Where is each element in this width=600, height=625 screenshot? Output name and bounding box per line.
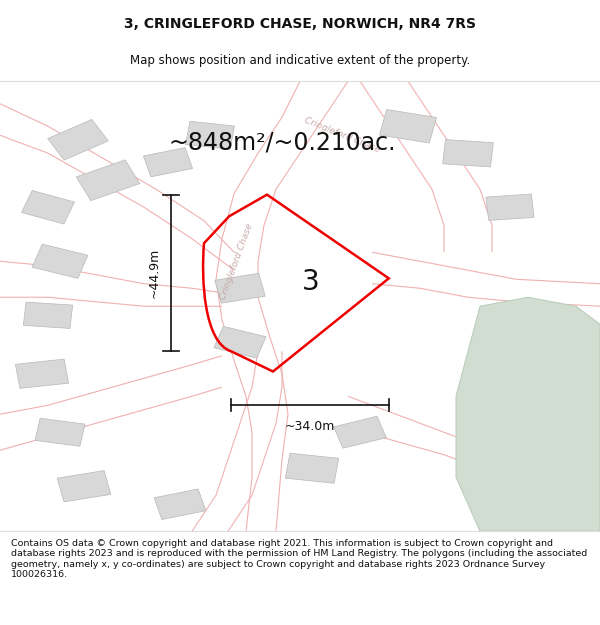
Text: ~848m²/~0.210ac.: ~848m²/~0.210ac. <box>168 130 396 154</box>
Polygon shape <box>286 453 338 483</box>
Polygon shape <box>23 302 73 328</box>
Polygon shape <box>16 359 68 388</box>
Polygon shape <box>47 119 109 160</box>
Text: Contains OS data © Crown copyright and database right 2021. This information is : Contains OS data © Crown copyright and d… <box>11 539 587 579</box>
Text: Map shows position and indicative extent of the property.: Map shows position and indicative extent… <box>130 54 470 68</box>
Polygon shape <box>215 273 265 303</box>
Text: ~34.0m: ~34.0m <box>285 421 335 433</box>
Polygon shape <box>22 191 74 224</box>
Text: Cringleford Chase: Cringleford Chase <box>303 116 381 154</box>
Polygon shape <box>76 160 140 201</box>
Polygon shape <box>334 416 386 448</box>
Polygon shape <box>143 148 193 177</box>
Polygon shape <box>57 471 111 502</box>
Text: ~44.9m: ~44.9m <box>148 248 161 298</box>
Text: 3: 3 <box>302 268 320 296</box>
Polygon shape <box>443 139 493 167</box>
Polygon shape <box>214 326 266 358</box>
Text: Cringleford Chase: Cringleford Chase <box>219 222 255 301</box>
Polygon shape <box>154 489 206 519</box>
Polygon shape <box>456 298 600 531</box>
Polygon shape <box>379 109 437 143</box>
Polygon shape <box>35 418 85 446</box>
Polygon shape <box>32 244 88 278</box>
Polygon shape <box>185 121 235 149</box>
Text: 3, CRINGLEFORD CHASE, NORWICH, NR4 7RS: 3, CRINGLEFORD CHASE, NORWICH, NR4 7RS <box>124 18 476 31</box>
Polygon shape <box>486 194 534 221</box>
